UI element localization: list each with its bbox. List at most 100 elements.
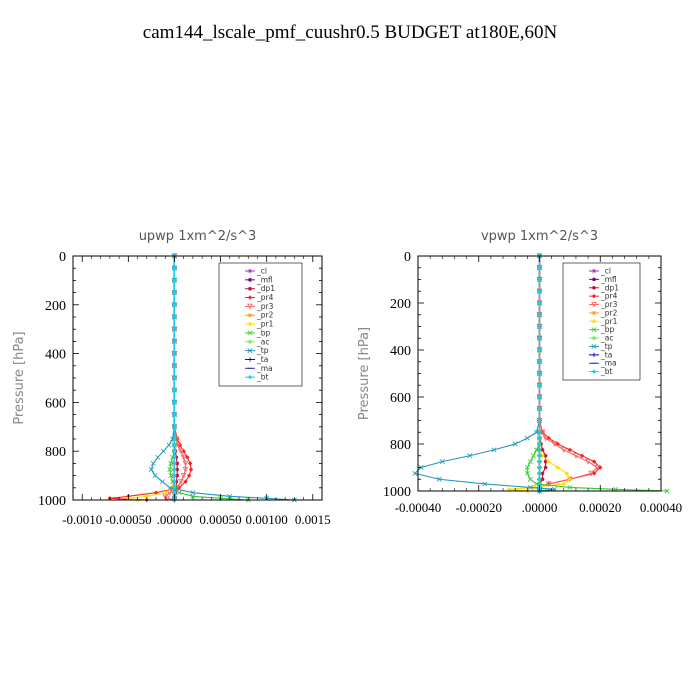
series-marker: [159, 479, 165, 485]
series-marker: [172, 400, 177, 405]
series-marker: [530, 453, 536, 459]
series-marker: [591, 319, 597, 324]
y-tick-label: 1000: [38, 494, 66, 509]
x-tick-label: 0.00100: [246, 512, 288, 527]
series-marker: [567, 447, 573, 453]
series-marker: [178, 479, 184, 485]
series-marker: [172, 266, 177, 271]
series-marker: [227, 493, 233, 499]
series-marker: [591, 352, 597, 358]
series-marker: [527, 476, 533, 482]
series-marker: [190, 490, 196, 496]
x-tick-label: -0.00020: [455, 500, 502, 515]
series-marker: [537, 481, 542, 487]
series-marker: [543, 465, 548, 470]
series-marker: [567, 477, 573, 482]
series-marker: [537, 406, 542, 411]
series-marker: [188, 467, 194, 472]
series-marker: [533, 481, 539, 487]
x-tick-label: 0.0015: [295, 512, 331, 527]
series-marker: [545, 481, 552, 488]
series-marker: [592, 336, 596, 340]
series-marker: [247, 321, 253, 327]
series-marker: [185, 455, 190, 460]
series-marker: [540, 448, 545, 452]
legend-label: _ma: [600, 359, 617, 368]
legend-label: _bt: [600, 367, 613, 376]
series-marker: [175, 461, 180, 466]
series-marker: [594, 464, 601, 471]
series-marker: [591, 301, 597, 308]
series-marker: [172, 290, 177, 295]
series-marker: [175, 467, 180, 472]
series-marker: [524, 470, 530, 476]
legend-label: _pr3: [256, 302, 274, 311]
series-marker: [172, 490, 177, 495]
x-tick-label: -0.00050: [105, 512, 152, 527]
series-marker: [247, 348, 253, 354]
series-marker: [164, 495, 170, 502]
legend-label: _ta: [600, 350, 612, 359]
series-marker: [540, 453, 545, 458]
series-marker: [180, 454, 187, 461]
series-marker: [248, 278, 252, 282]
x-tick-label: .00000: [522, 500, 558, 515]
series-line: [128, 256, 175, 501]
series-marker: [247, 268, 253, 274]
series-marker: [567, 484, 573, 490]
legend: _cl_mfl_dp1_pr4_pr3_pr2_pr1_bp_ac_tp_ta_…: [218, 262, 303, 387]
series-marker: [537, 300, 542, 306]
series-marker: [175, 442, 181, 449]
series-marker: [537, 435, 542, 441]
series-marker: [537, 418, 542, 423]
series-marker: [247, 303, 253, 310]
series-marker: [166, 442, 172, 448]
series-marker: [247, 357, 253, 362]
series-marker: [172, 339, 177, 344]
series-marker: [537, 336, 542, 341]
y-tick-label: 600: [45, 396, 66, 411]
series-marker: [591, 327, 597, 333]
series-marker: [172, 363, 177, 368]
legend-label: _tp: [256, 346, 269, 355]
series-marker: [172, 467, 177, 472]
series-marker: [537, 447, 542, 453]
series-marker: [167, 485, 173, 491]
series-marker: [555, 465, 560, 470]
legend-label: _ac: [600, 334, 613, 343]
series-marker: [166, 490, 173, 496]
series-marker: [560, 447, 567, 453]
series-marker: [160, 448, 166, 454]
legend-label: _dp1: [600, 283, 619, 292]
series-marker: [579, 453, 585, 458]
series-marker: [172, 375, 177, 381]
y-tick-label: 800: [390, 438, 411, 453]
legend-label: _ac: [256, 337, 269, 346]
series-marker: [588, 470, 594, 477]
series-marker: [585, 459, 591, 465]
series-marker: [180, 472, 187, 479]
series-marker: [537, 347, 542, 353]
series-bt: [172, 253, 177, 503]
legend-label: _pr3: [600, 300, 618, 309]
series-marker: [436, 476, 442, 482]
chart-vpwp: vpwp 1xm^2/s^3 Pressure [hPa] 0 200 400 600 80…: [357, 229, 682, 515]
series-marker: [543, 453, 548, 458]
series-marker: [533, 447, 539, 453]
series-marker: [172, 436, 177, 442]
y-tick-label: 0: [59, 250, 66, 265]
legend-label: _pr4: [600, 292, 618, 301]
series-marker: [573, 453, 579, 459]
series-marker: [168, 473, 174, 479]
series-marker: [412, 470, 418, 476]
series-marker: [591, 471, 597, 476]
y-axis-label: Pressure [hPa]: [12, 331, 27, 424]
series-marker: [175, 473, 180, 478]
y-tick-label: 1000: [383, 485, 411, 500]
series-marker: [591, 459, 597, 464]
series-marker: [172, 351, 177, 356]
legend-label: _mfl: [600, 275, 617, 284]
series-marker: [172, 473, 177, 478]
y-tick-label: 200: [390, 297, 411, 312]
